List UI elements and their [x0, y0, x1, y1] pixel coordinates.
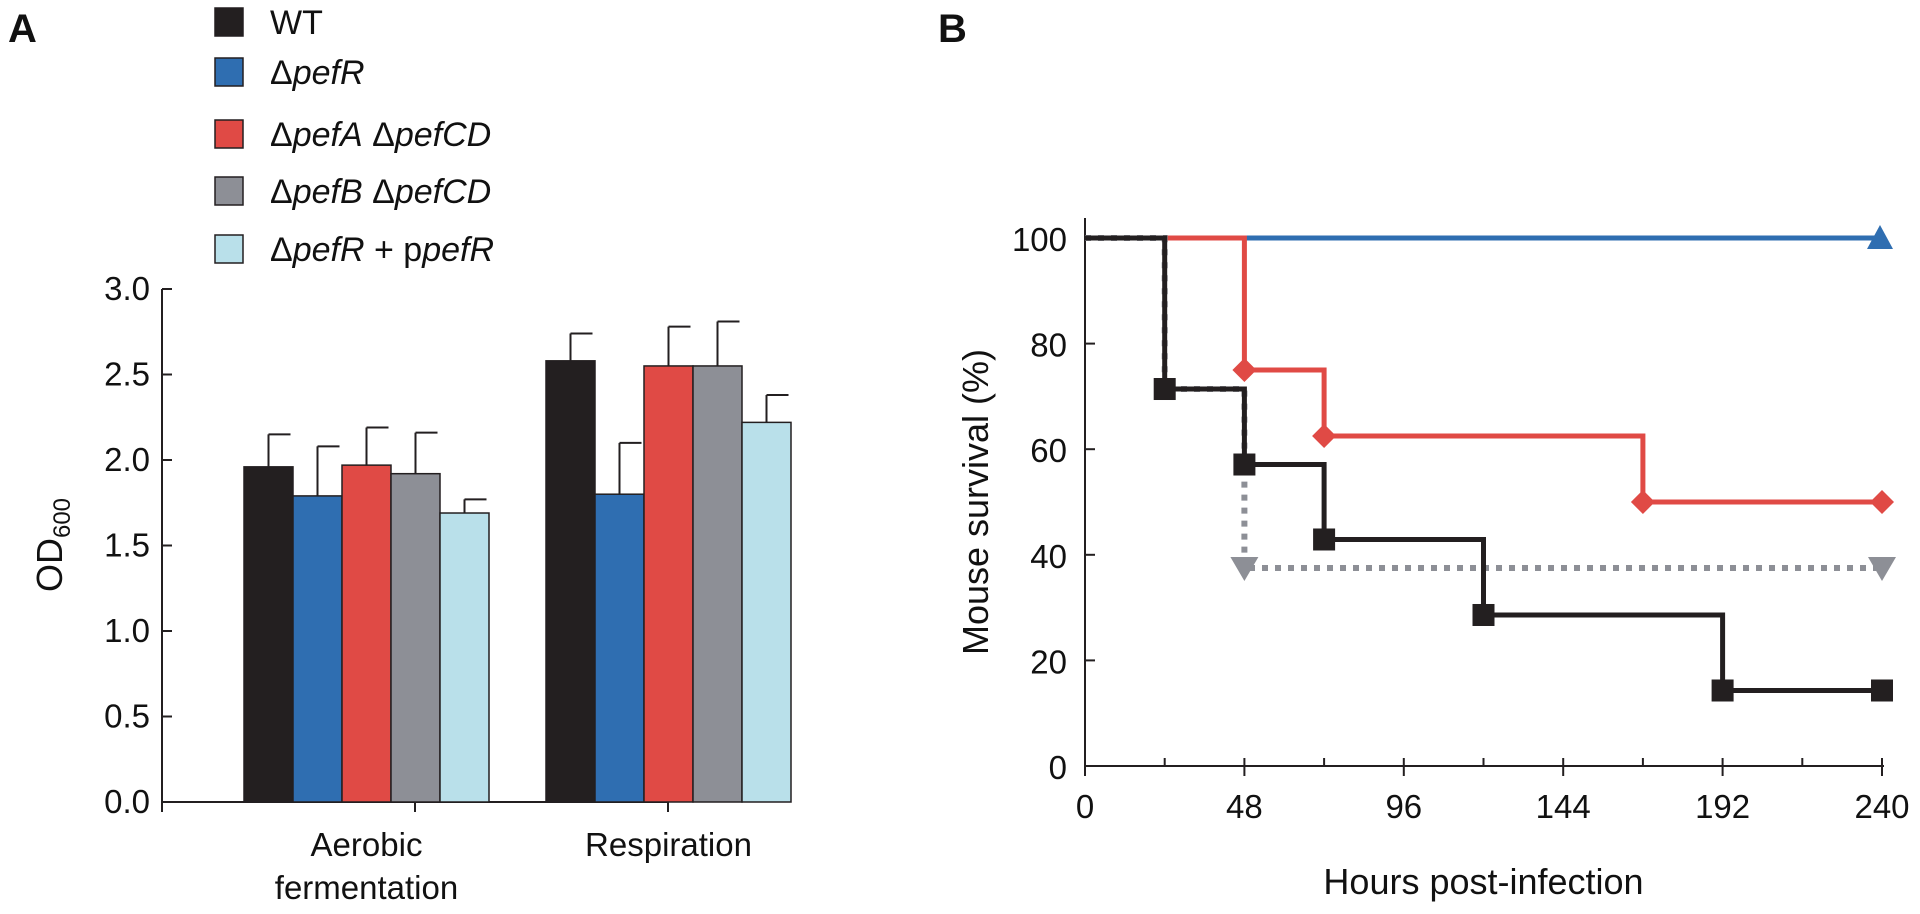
bar — [293, 496, 342, 802]
y-tick-label: 100 — [1012, 221, 1067, 258]
series-line — [1085, 238, 1882, 568]
x-tick-label: 144 — [1536, 788, 1591, 825]
legend-swatch — [215, 177, 243, 205]
legend-label-part: Δ — [363, 116, 395, 154]
y-tick-label: 2.5 — [104, 356, 150, 393]
bar-chart-od600: 0.0 0.5 1.0 1.5 2.0 2.5 3.0 OD600 Aerobic ferment… — [29, 270, 791, 906]
survival-chart: 0 20 40 60 80 100 0 48 96 144 192 240 Hours post-inf… — [955, 218, 1910, 902]
legend-label: ΔpefA ΔpefCD — [270, 116, 491, 154]
y-tick-label: 1.5 — [104, 527, 150, 564]
x-axis-title: Hours post-infection — [1323, 861, 1643, 902]
series-marker — [1870, 490, 1894, 514]
series-marker — [1631, 490, 1655, 514]
y-tick-label: 2.0 — [104, 441, 150, 478]
x-category-label: fermentation — [275, 869, 458, 906]
y-axis-title: OD600 — [29, 498, 76, 592]
legend-swatch — [215, 235, 243, 263]
bar — [244, 467, 293, 802]
y-tick-label: 80 — [1030, 327, 1067, 364]
legend-label-part: pefB — [292, 173, 363, 211]
x-tick-label: 96 — [1385, 788, 1422, 825]
legend-label-part: pefR — [292, 231, 365, 269]
legend-label-part: pefCD — [394, 116, 491, 154]
y-tick-label: 40 — [1030, 538, 1067, 575]
panel-b-label: B — [938, 7, 967, 51]
series-marker — [1154, 378, 1176, 400]
legend-swatch — [215, 58, 243, 86]
y-tick-label: 1.0 — [104, 612, 150, 649]
series-marker — [1473, 604, 1495, 626]
x-tick-label: 48 — [1226, 788, 1263, 825]
legend-swatch — [215, 120, 243, 148]
legend-label: ΔpefR — [270, 54, 365, 92]
bar — [693, 366, 742, 802]
bar — [342, 465, 391, 802]
figure: A B WTΔpefRΔpefA ΔpefCDΔpefB ΔpefCDΔpefR… — [0, 0, 1920, 914]
legend-label-part: Δ — [363, 173, 395, 211]
y-axis-title-subscript: 600 — [49, 498, 76, 538]
legend-label-part: + p — [365, 231, 423, 269]
legend-label: ΔpefB ΔpefCD — [270, 173, 491, 211]
legend-label-part: Δ — [270, 231, 293, 269]
legend-label-part: pefR — [421, 231, 494, 269]
legend-label-part: pefA — [292, 116, 363, 154]
bar — [440, 513, 489, 802]
bar — [644, 366, 693, 802]
y-axis-title-main: OD — [29, 538, 70, 592]
legend-label-part: WT — [270, 4, 323, 42]
series-marker — [1871, 679, 1893, 701]
bar — [742, 422, 791, 802]
y-tick-label: 0.0 — [104, 783, 150, 820]
x-tick-label: 0 — [1076, 788, 1094, 825]
panel-a-label: A — [8, 7, 37, 51]
legend-swatch — [215, 8, 243, 36]
legend-label-part: Δ — [270, 173, 293, 211]
series-marker — [1868, 557, 1896, 581]
series-marker — [1233, 454, 1255, 476]
legend-label-part: pefCD — [394, 173, 491, 211]
y-tick-label: 60 — [1030, 432, 1067, 469]
legend-label-part: pefR — [292, 54, 365, 92]
x-category-label: Aerobic — [311, 826, 423, 863]
bar — [595, 494, 644, 802]
y-axis-title: Mouse survival (%) — [955, 349, 996, 655]
x-tick-label: 192 — [1695, 788, 1750, 825]
bar — [546, 361, 595, 802]
y-tick-label: 0.5 — [104, 698, 150, 735]
y-tick-label: 3.0 — [104, 270, 150, 307]
legend-label-part: Δ — [270, 116, 293, 154]
legend-label: ΔpefR + ppefR — [270, 231, 494, 269]
bar — [391, 474, 440, 802]
series-marker — [1712, 679, 1734, 701]
x-tick-label: 240 — [1854, 788, 1909, 825]
series-line — [1085, 238, 1882, 502]
series-marker — [1232, 358, 1256, 382]
legend-label: WT — [270, 4, 323, 42]
x-category-label: Respiration — [585, 826, 752, 863]
legend-label-part: Δ — [270, 54, 293, 92]
y-tick-label: 0 — [1049, 749, 1067, 786]
y-tick-label: 20 — [1030, 643, 1067, 680]
series-marker — [1312, 424, 1336, 448]
series-marker — [1313, 528, 1335, 550]
